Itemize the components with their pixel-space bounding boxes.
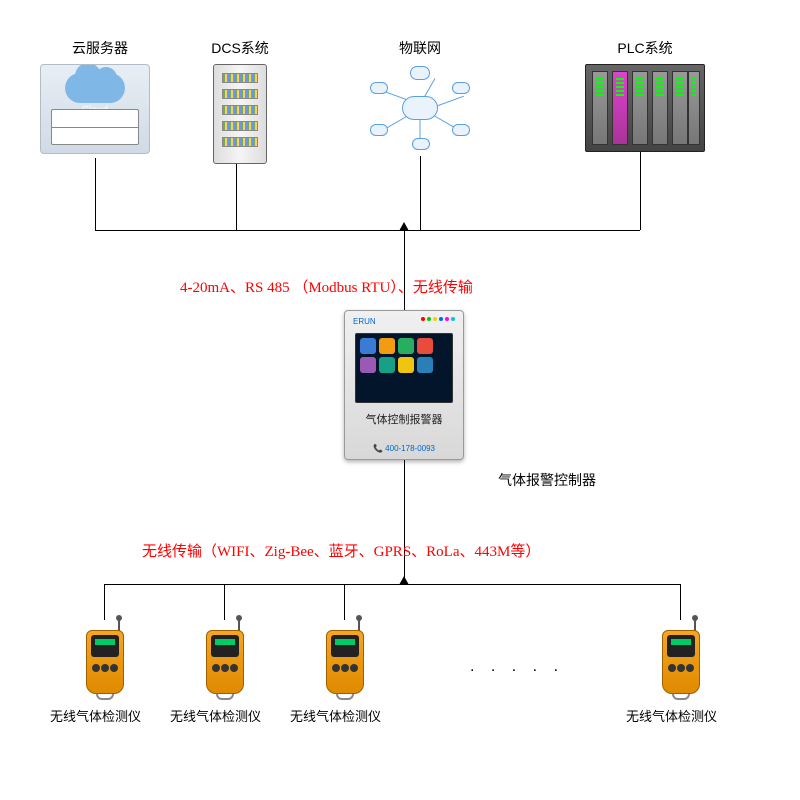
node-cloud-server: 云服务器 CloudServices [40, 38, 160, 154]
line-det4-drop [680, 584, 681, 620]
line-bottom-bus [104, 584, 680, 585]
label-dcs: DCS系统 [200, 38, 280, 58]
controller-phone: 📞 400-178-0093 [345, 444, 463, 453]
diagram-canvas: 云服务器 CloudServices DCS系统 物联网 PLC系统 [0, 0, 800, 800]
gas-alarm-controller: ERUN 气体控制报警器 📞 400-178-0093 [344, 310, 464, 460]
line-det3-drop [344, 584, 345, 620]
label-cloud-server: 云服务器 [40, 38, 160, 58]
line-cloud-drop [95, 158, 96, 230]
label-plc: PLC系统 [580, 38, 710, 58]
detector-3 [320, 620, 370, 694]
line-bus-to-controller [404, 230, 405, 310]
node-iot: 物联网 [360, 38, 480, 154]
cloud-server-icon: CloudServices [40, 64, 150, 154]
line-plc-drop [640, 152, 641, 230]
gas-detector-icon [202, 620, 248, 694]
iot-network-icon [360, 64, 480, 154]
label-iot: 物联网 [360, 38, 480, 58]
arrow-bottom-bus [399, 576, 409, 585]
detector-1-label: 无线气体检测仪 [50, 706, 160, 725]
ellipsis-dots: . . . . . [470, 658, 564, 676]
gas-detector-icon [322, 620, 368, 694]
line-iot-drop [420, 156, 421, 230]
dcs-cabinet-icon [213, 64, 267, 164]
protocol-top-text: 4-20mA、RS 485 （Modbus RTU）、无线传输 [180, 276, 473, 297]
detector-4-label: 无线气体检测仪 [626, 706, 736, 725]
controller-screen [355, 333, 453, 403]
gas-detector-icon [82, 620, 128, 694]
detector-2 [200, 620, 250, 694]
plc-icon [585, 64, 705, 152]
detector-4 [656, 620, 706, 694]
detector-1 [80, 620, 130, 694]
protocol-bottom-text: 无线传输（WIFI、Zig-Bee、蓝牙、GPRS、RoLa、443M等） [142, 540, 540, 561]
detector-2-label: 无线气体检测仪 [170, 706, 280, 725]
line-dcs-drop [236, 164, 237, 230]
detector-3-label: 无线气体检测仪 [290, 706, 400, 725]
controller-panel-text: 气体控制报警器 [345, 411, 463, 427]
controller-leds [421, 317, 455, 321]
line-det1-drop [104, 584, 105, 620]
line-top-bus [95, 230, 640, 231]
controller-side-label: 气体报警控制器 [498, 470, 596, 490]
line-det2-drop [224, 584, 225, 620]
gas-detector-icon [658, 620, 704, 694]
node-plc: PLC系统 [580, 38, 710, 152]
node-dcs: DCS系统 [200, 38, 280, 164]
line-controller-to-bottom-bus [404, 460, 405, 584]
